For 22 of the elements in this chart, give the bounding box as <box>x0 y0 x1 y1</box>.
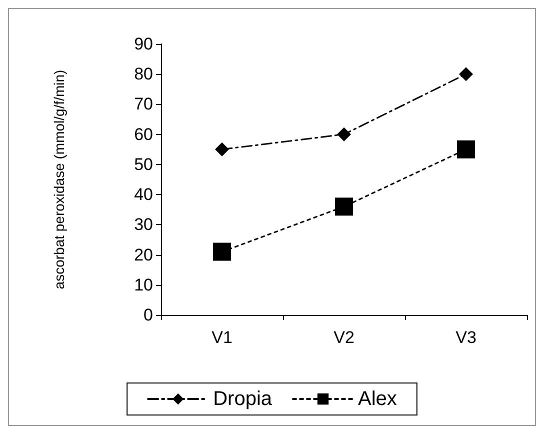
x-tick-label: V1 <box>212 328 232 347</box>
y-tick-label: 10 <box>134 275 153 294</box>
point <box>337 127 351 142</box>
y-tick-label: 30 <box>134 215 153 234</box>
point <box>213 242 231 261</box>
y-tick-label: 20 <box>134 245 153 264</box>
x-tick-label: V3 <box>456 328 476 347</box>
y-axis-title: ascorbat peroxidase (mmol/g/f/min) <box>51 70 67 290</box>
y-tick-label: 60 <box>134 124 153 144</box>
y-tick-label: 50 <box>134 154 153 174</box>
legend-label: Dropia <box>213 388 273 410</box>
x-tick-label: V2 <box>334 328 354 347</box>
point <box>459 67 473 82</box>
legend-label: Alex <box>358 388 397 410</box>
y-tick-label: 70 <box>134 94 153 114</box>
point <box>215 142 229 156</box>
y-tick-label: 40 <box>134 185 153 204</box>
y-tick-label: 80 <box>134 64 153 84</box>
y-tick-label: 0 <box>144 306 153 324</box>
y-tick-label: 90 <box>134 34 153 54</box>
point <box>457 140 475 158</box>
point <box>335 198 353 216</box>
